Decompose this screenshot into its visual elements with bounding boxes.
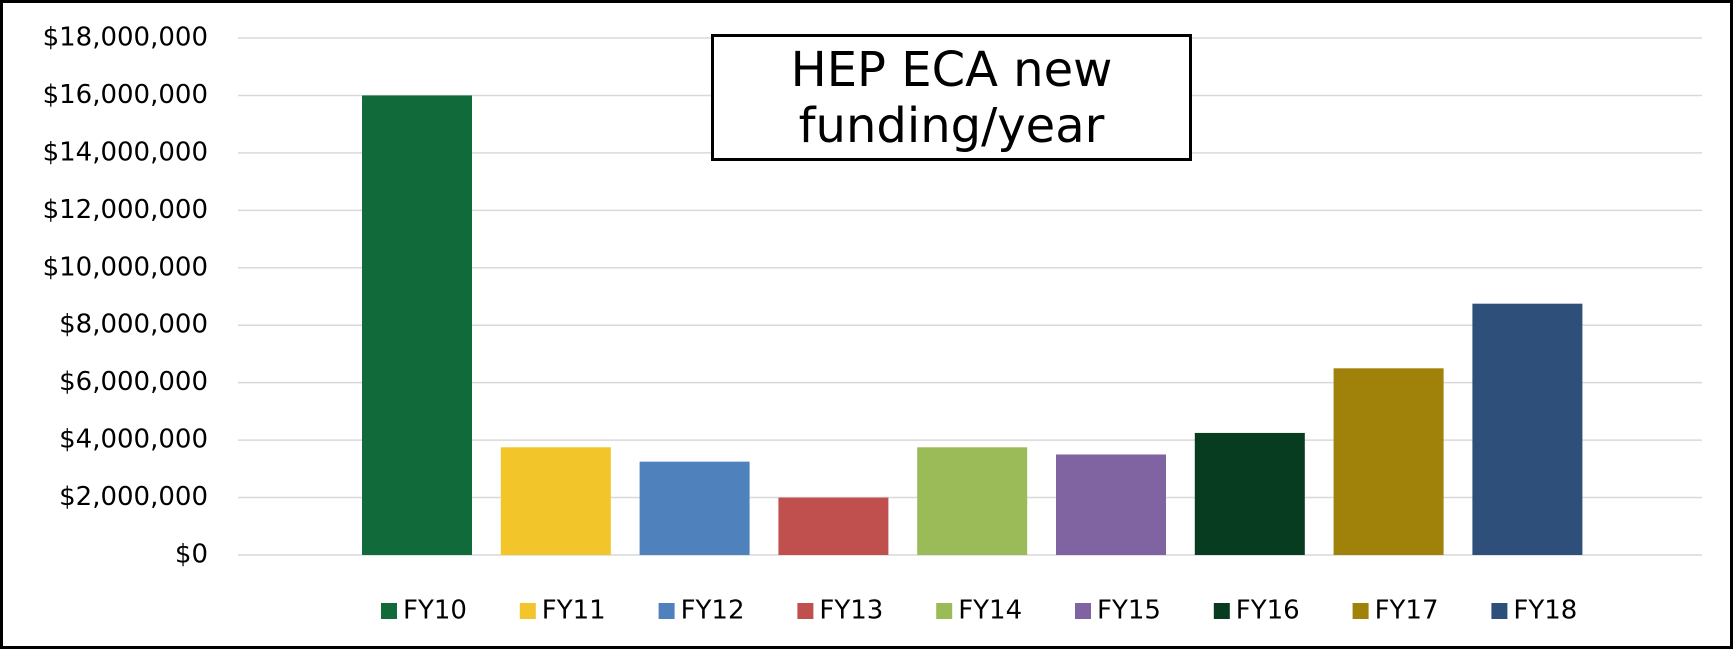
- bar: [917, 447, 1028, 555]
- legend-label: FY10: [403, 596, 467, 626]
- legend-swatch: [658, 603, 675, 619]
- legend-label: FY16: [1236, 596, 1300, 626]
- bar: [362, 95, 472, 555]
- bar: [1333, 368, 1444, 555]
- y-tick-label: $8,000,000: [59, 310, 208, 340]
- bar: [1056, 454, 1166, 555]
- legend-label: FY18: [1513, 596, 1577, 626]
- bar: [500, 447, 611, 555]
- y-tick-label: $0: [175, 540, 208, 570]
- legend-swatch: [1213, 603, 1230, 619]
- legend-label: FY14: [958, 596, 1022, 626]
- legend-swatch: [797, 603, 814, 619]
- legend-swatch: [519, 603, 536, 619]
- y-tick-label: $6,000,000: [59, 367, 208, 397]
- y-tick-label: $14,000,000: [43, 137, 208, 167]
- legend-label: FY17: [1375, 596, 1439, 626]
- legend-swatch: [1352, 603, 1369, 619]
- chart-title: HEP ECA new funding/year: [711, 34, 1192, 161]
- y-tick-label: $16,000,000: [43, 80, 208, 110]
- bar: [1194, 432, 1305, 555]
- legend-swatch: [381, 603, 397, 619]
- legend-label: FY13: [819, 596, 883, 626]
- y-tick-label: $18,000,000: [43, 23, 208, 53]
- legend-swatch: [1491, 603, 1508, 619]
- bar: [778, 497, 889, 555]
- legend-label: FY12: [681, 596, 745, 626]
- y-tick-label: $10,000,000: [43, 252, 208, 282]
- y-tick-label: $12,000,000: [43, 195, 208, 225]
- bar: [1472, 303, 1583, 555]
- y-tick-label: $2,000,000: [59, 482, 208, 512]
- legend-label: FY11: [542, 596, 606, 626]
- legend-swatch: [936, 603, 953, 619]
- y-tick-label: $4,000,000: [59, 425, 208, 455]
- legend-label: FY15: [1097, 596, 1161, 626]
- bar: [639, 461, 750, 555]
- legend-swatch: [1075, 603, 1091, 619]
